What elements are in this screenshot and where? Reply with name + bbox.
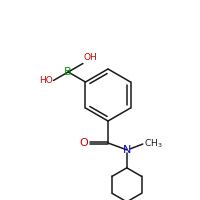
Text: N: N (123, 145, 131, 155)
Text: HO: HO (39, 76, 52, 85)
Text: B: B (64, 67, 72, 77)
Text: OH: OH (84, 53, 98, 62)
Text: CH$_3$: CH$_3$ (144, 138, 162, 150)
Text: O: O (79, 138, 88, 148)
